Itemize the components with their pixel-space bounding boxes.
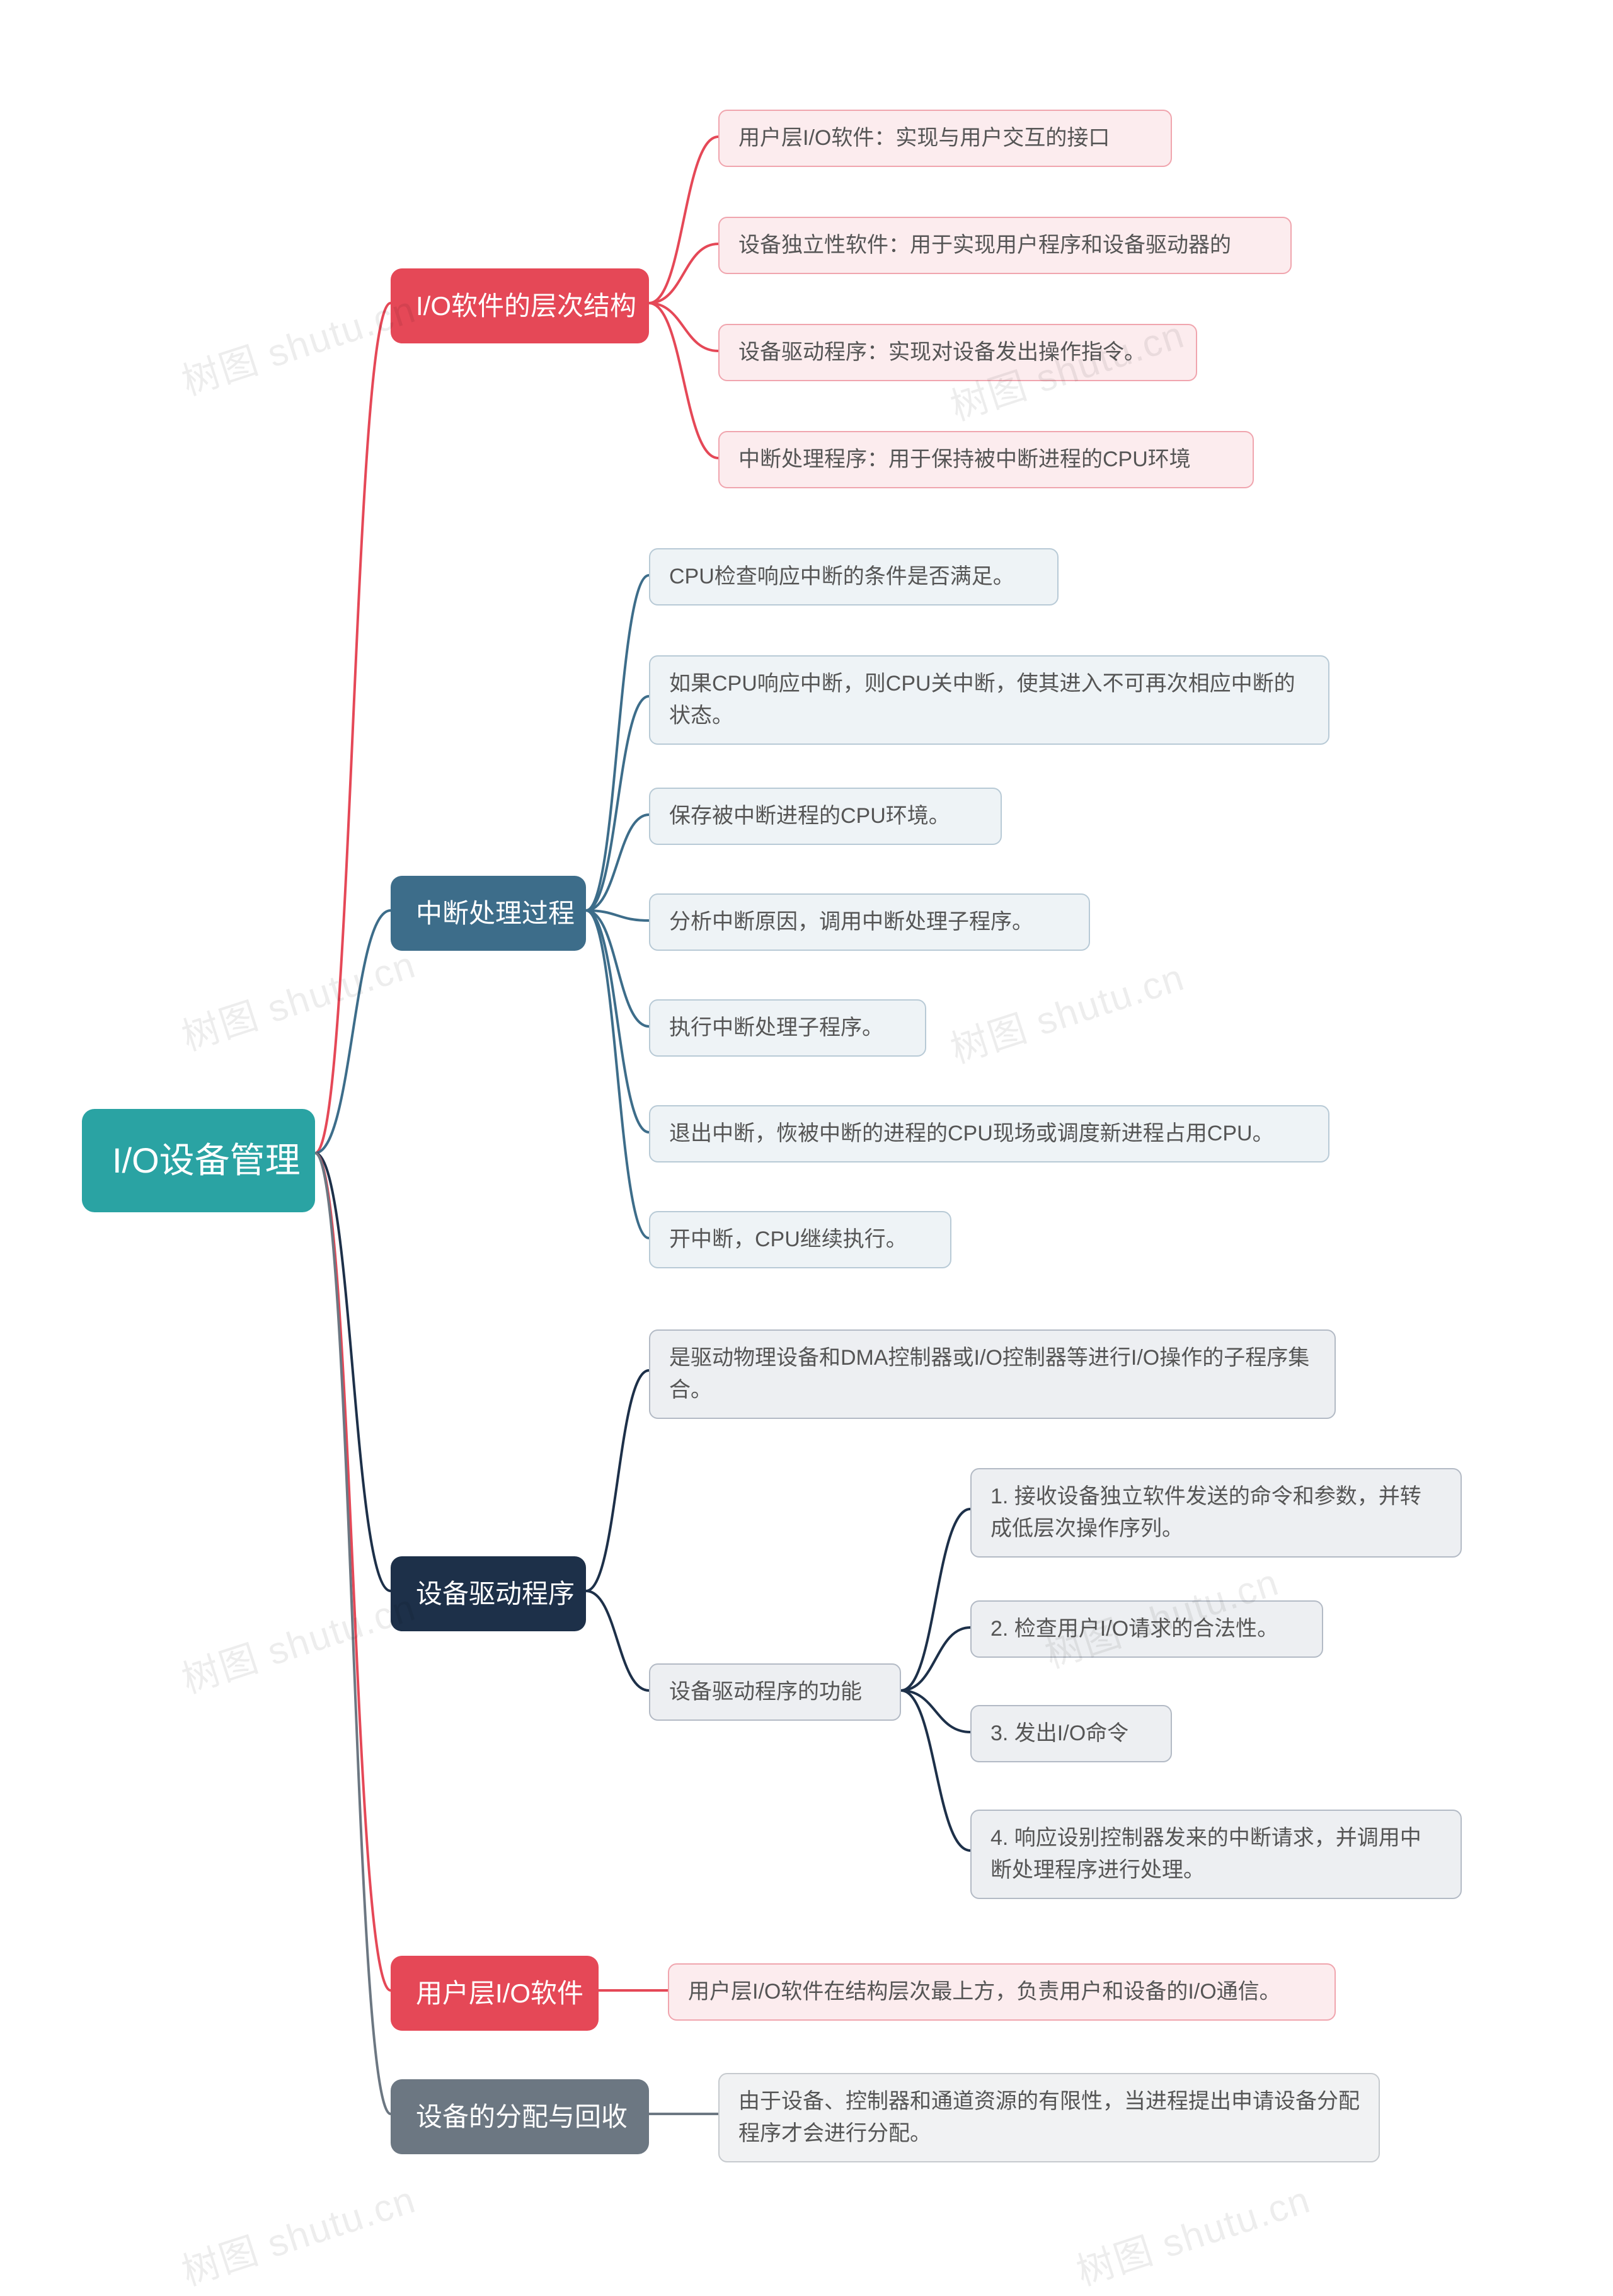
leaf-b2-5: 退出中断，恢被中断的进程的CPU现场或调度新进程占用CPU。 <box>649 1105 1329 1162</box>
watermark: 树图 shutu.cn <box>174 279 422 406</box>
leaf-b1-3: 中断处理程序：用于保持被中断进程的CPU环境 <box>718 431 1254 488</box>
branch-b5: 设备的分配与回收 <box>391 2079 649 2154</box>
leaf-b1-0: 用户层I/O软件：实现与用户交互的接口 <box>718 110 1172 167</box>
leaf-b2-4: 执行中断处理子程序。 <box>649 999 926 1057</box>
leaf-b3-0: 是驱动物理设备和DMA控制器或I/O控制器等进行I/O操作的子程序集合。 <box>649 1329 1336 1419</box>
leaf-b3-1-3: 4. 响应设别控制器发来的中断请求，并调用中断处理程序进行处理。 <box>970 1810 1462 1899</box>
leaf-b2-1: 如果CPU响应中断，则CPU关中断，使其进入不可再次相应中断的状态。 <box>649 655 1329 745</box>
branch-b3: 设备驱动程序 <box>391 1556 586 1631</box>
leaf-b2-2: 保存被中断进程的CPU环境。 <box>649 788 1002 845</box>
leaf-b1-1: 设备独立性软件：用于实现用户程序和设备驱动器的 <box>718 217 1292 274</box>
leaf-b5-0: 由于设备、控制器和通道资源的有限性，当进程提出申请设备分配程序才会进行分配。 <box>718 2073 1380 2162</box>
leaf-b3-1-0: 1. 接收设备独立软件发送的命令和参数，并转成低层次操作序列。 <box>970 1468 1462 1558</box>
leaf-b2-3: 分析中断原因，调用中断处理子程序。 <box>649 893 1090 951</box>
watermark: 树图 shutu.cn <box>174 1577 422 1704</box>
watermark: 树图 shutu.cn <box>943 304 1191 432</box>
root-node: I/O设备管理 <box>82 1109 315 1212</box>
watermark: 树图 shutu.cn <box>174 934 422 1062</box>
leaf-b2-0: CPU检查响应中断的条件是否满足。 <box>649 548 1059 606</box>
leaf-b2-6: 开中断，CPU继续执行。 <box>649 1211 951 1268</box>
leaf-b3-1: 设备驱动程序的功能 <box>649 1663 901 1721</box>
watermark: 树图 shutu.cn <box>1037 1552 1285 1679</box>
watermark: 树图 shutu.cn <box>1069 2169 1317 2296</box>
branch-b1: I/O软件的层次结构 <box>391 268 649 343</box>
branch-b2: 中断处理过程 <box>391 876 586 951</box>
watermark: 树图 shutu.cn <box>174 2169 422 2296</box>
leaf-b3-1-2: 3. 发出I/O命令 <box>970 1705 1172 1762</box>
watermark: 树图 shutu.cn <box>943 947 1191 1074</box>
leaf-b4-0: 用户层I/O软件在结构层次最上方，负责用户和设备的I/O通信。 <box>668 1963 1336 2021</box>
branch-b4: 用户层I/O软件 <box>391 1956 599 2031</box>
